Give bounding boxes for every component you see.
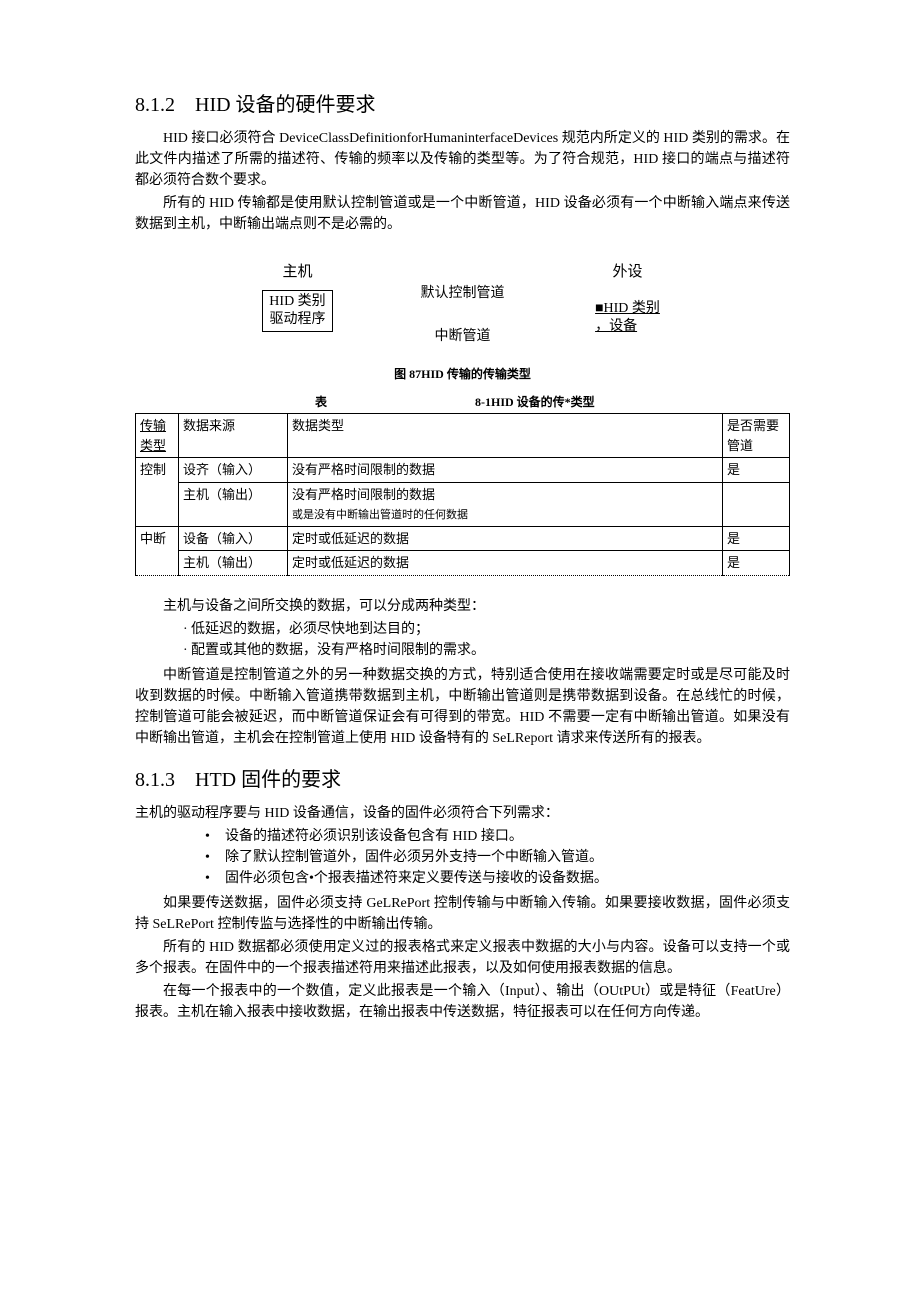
cell-int-src1: 设备（输入） [179,526,288,551]
cell-ctrl-pipe2 [723,482,790,526]
diagram-caption: 图 87HID 传输的传输类型 [135,365,790,383]
section-813-heading: 8.1.3 HTD 固件的要求 [135,765,790,795]
diagram-host-label: 主机 [253,261,343,284]
table-row: 主机（输出） 没有严格时间限制的数据 或是没有中断输出管道时的任何数据 [136,482,790,526]
cell-int-pipe1: 是 [723,526,790,551]
list-item: 配置或其他的数据，没有严格时间限制的需求。 [183,640,790,661]
table-title-right: 8-1HID 设备的传*类型 [475,393,595,411]
sec813-bullets: 设备的描述符必须识别该设备包含有 HID 接口。 除了默认控制管道外，固件必须另… [135,826,790,889]
list-item: 固件必须包含•个报表描述符来定义要传送与接收的设备数据。 [205,868,790,889]
cell-int-dtype2: 定时或低延迟的数据 [288,551,723,576]
diagram-host-box-line2: 驱动程序 [269,312,325,327]
sec812-p2: 所有的 HID 传输都是使用默认控制管道或是一个中断管道，HID 设备必须有一个… [135,193,790,235]
table-row: 主机（输出） 定时或低延迟的数据 是 [136,551,790,576]
cell-int-pipe2: 是 [723,551,790,576]
diagram-device-line2: ，设备 [595,319,637,334]
th-pipe-required: 是否需要管道 [723,414,790,458]
list-item: 除了默认控制管道外，固件必须另外支持一个中断输入管道。 [205,847,790,868]
table-row: 控制 设齐（输入） 没有严格时间限制的数据 是 [136,458,790,483]
diagram-host-box-line1: HID 类别 [269,294,325,309]
cell-ctrl-dtype2: 没有严格时间限制的数据 或是没有中断输出管道时的任何数据 [288,482,723,526]
th-data-source: 数据来源 [179,414,288,458]
document-page: 8.1.2 HID 设备的硬件要求 HID 接口必须符合 DeviceClass… [0,0,920,1301]
aftertable-p2: 中断管道是控制管道之外的另一种数据交换的方式，特别适合使用在接收端需要定时或是尽… [135,665,790,749]
aftertable-p1: 主机与设备之间所交换的数据，可以分成两种类型： [135,596,790,617]
section-812-heading: 8.1.2 HID 设备的硬件要求 [135,90,790,120]
section-812-title: HID 设备的硬件要求 [195,94,376,116]
diagram-pipe-top: 默认控制管道 [343,283,583,304]
cell-ctrl-src1: 设齐（输入） [179,458,288,483]
cell-ctrl-type: 控制 [136,458,179,527]
cell-int-type: 中断 [136,526,179,575]
sec813-p1: 主机的驱动程序要与 HID 设备通信，设备的固件必须符合下列需求： [135,803,790,824]
cell-ctrl-pipe1: 是 [723,458,790,483]
diagram-host-box: HID 类别 驱动程序 [262,290,332,332]
list-item: 低延迟的数据，必须尽快地到达目的； [183,619,790,640]
cell-int-dtype1: 定时或低延迟的数据 [288,526,723,551]
aftertable-bullets: 低延迟的数据，必须尽快地到达目的； 配置或其他的数据，没有严格时间限制的需求。 [135,619,790,661]
list-item: 设备的描述符必须识别该设备包含有 HID 接口。 [205,826,790,847]
diagram-device-text: ■HID 类别 ，设备 [595,300,660,336]
sec813-p4: 在每一个报表中的一个数值，定义此报表是一个输入（Input）、输出（OUtPUt… [135,981,790,1023]
diagram-device-line1: ■HID 类别 [595,301,660,316]
cell-ctrl-dtype1: 没有严格时间限制的数据 [288,458,723,483]
sec813-p3: 所有的 HID 数据都必须使用定义过的报表格式来定义报表中数据的大小与内容。设备… [135,937,790,979]
th-transport-type: 传输类型 [136,414,179,458]
th-data-type: 数据类型 [288,414,723,458]
table-title-row: 表 8-1HID 设备的传*类型 [135,393,790,411]
diagram-pipe-bottom: 中断管道 [343,326,583,347]
section-812-number: 8.1.2 [135,94,175,116]
hid-table: 传输类型 数据来源 数据类型 是否需要管道 控制 设齐（输入） 没有严格时间限制… [135,413,790,576]
hid-diagram: 主机 HID 类别 驱动程序 默认控制管道 中断管道 外设 ■H [135,261,790,383]
table-title-left: 表 [315,393,327,411]
diagram-device-label: 外设 [583,261,673,284]
sec813-p2: 如果要传送数据，固件必须支持 GeLRePort 控制传输与中断输入传输。如果要… [135,893,790,935]
sec812-p1: HID 接口必须符合 DeviceClassDefinitionforHuman… [135,128,790,191]
section-813-number: 8.1.3 [135,769,175,791]
table-row: 中断 设备（输入） 定时或低延迟的数据 是 [136,526,790,551]
section-813-title: HTD 固件的要求 [195,769,341,791]
cell-int-src2: 主机（输出） [179,551,288,576]
table-header-row: 传输类型 数据来源 数据类型 是否需要管道 [136,414,790,458]
cell-ctrl-src2: 主机（输出） [179,482,288,526]
